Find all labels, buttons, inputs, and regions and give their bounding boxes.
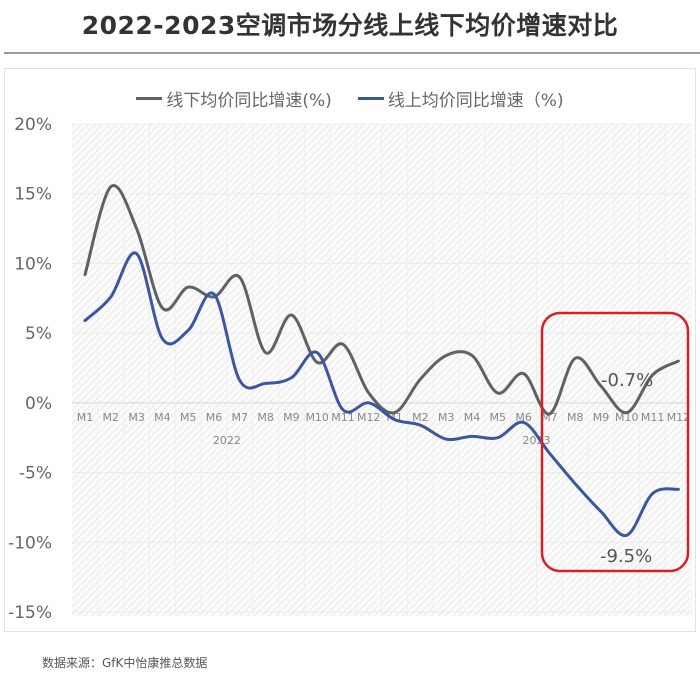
x-tick-label: M3 xyxy=(128,411,145,424)
legend-label-offline: 线下均价同比增速(%) xyxy=(166,91,332,111)
y-axis: 20% 15% 10% 5% 0% -5% -10% -15% xyxy=(8,115,52,623)
x-tick-label: M3 xyxy=(438,411,455,424)
x-tick-label: M11 xyxy=(331,411,355,424)
annotation-online-low: -9.5% xyxy=(600,546,652,567)
x-tick-label: M4 xyxy=(154,411,171,424)
x-tick-label: M6 xyxy=(206,411,223,424)
x-tick-label: M8 xyxy=(257,411,274,424)
x-tick-label: M8 xyxy=(567,411,584,424)
x-tick-label: M10 xyxy=(615,411,639,424)
chart-title: 2022-2023空调市场分线上线下均价增速对比 xyxy=(81,11,619,40)
y-tick-label: 0% xyxy=(25,394,52,414)
legend-swatch-offline xyxy=(136,97,163,100)
legend-swatch-online xyxy=(357,97,384,100)
gridlines xyxy=(72,123,692,616)
offline-price-growth-line xyxy=(83,183,680,416)
y-tick-label: -15% xyxy=(8,603,52,623)
x-tick-label: M1 xyxy=(77,411,94,424)
y-tick-label: 15% xyxy=(14,185,52,205)
x-tick-label: M10 xyxy=(305,411,329,424)
y-tick-label: 10% xyxy=(14,254,52,274)
y-tick-label: 5% xyxy=(25,324,52,344)
x-tick-label: M9 xyxy=(283,411,300,424)
legend-item-offline: 线下均价同比增速(%) xyxy=(136,86,332,111)
x-group-label: 2022 xyxy=(213,434,241,447)
highlight-box xyxy=(540,311,690,573)
x-tick-label: M6 xyxy=(515,411,532,424)
x-tick-label: M4 xyxy=(464,411,481,424)
x-tick-label: M2 xyxy=(412,411,429,424)
x-tick-label: M11 xyxy=(641,411,665,424)
data-source: 数据来源：GfK中怡康推总数据 xyxy=(42,656,208,670)
y-tick-label: -10% xyxy=(8,533,52,553)
x-tick-label: M7 xyxy=(232,411,249,424)
y-tick-label: -5% xyxy=(19,464,52,484)
legend-item-online: 线上均价同比增速（%) xyxy=(357,86,564,111)
legend-label-online: 线上均价同比增速（%) xyxy=(387,91,564,111)
x-tick-label: M9 xyxy=(593,411,610,424)
x-tick-label: M12 xyxy=(357,411,381,424)
title-divider xyxy=(4,52,700,54)
x-tick-label: M5 xyxy=(180,411,197,424)
x-tick-label: M2 xyxy=(103,411,120,424)
online-price-growth-line xyxy=(83,251,680,538)
x-tick-label: M5 xyxy=(490,411,507,424)
y-tick-label: 20% xyxy=(14,115,52,135)
x-tick-label: M12 xyxy=(667,411,691,424)
legend: 线下均价同比增速(%) 线上均价同比增速（%) xyxy=(0,86,700,111)
annotation-offline-low: -0.7% xyxy=(601,370,653,391)
